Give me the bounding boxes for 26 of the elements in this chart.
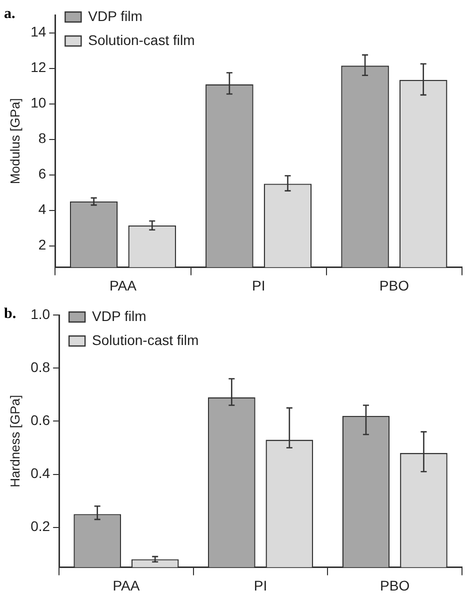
x-tick-label: PI (254, 577, 268, 594)
y-axis-title: Modulus [GPa] (7, 98, 22, 184)
y-tick-label: 4 (38, 201, 46, 218)
y-tick-label: 12 (30, 59, 46, 76)
y-axis-title: Hardness [GPa] (7, 394, 22, 488)
x-tick-label: PBO (380, 577, 410, 594)
chart-title: a. (4, 6, 16, 22)
legend-label: VDP film (88, 8, 142, 24)
y-tick-label: 0.6 (30, 412, 50, 428)
x-tick-label: PAA (112, 577, 140, 594)
y-tick-label: 10 (30, 94, 46, 111)
x-tick-label: PBO (379, 277, 410, 294)
y-tick-label: 8 (38, 130, 46, 146)
y-tick-label: 6 (38, 166, 46, 182)
legend-label: Solution-cast film (88, 32, 195, 48)
legend-label: VDP film (92, 308, 146, 324)
y-tick-label: 1.0 (30, 306, 50, 322)
x-tick-label: PAA (109, 277, 138, 294)
y-tick-label: 2 (38, 236, 46, 253)
chart-title: b. (4, 306, 16, 322)
legend-label: Solution-cast film (92, 332, 199, 348)
y-tick-label: 14 (30, 24, 46, 40)
y-tick-label: 0.4 (30, 465, 50, 482)
y-tick-label: 0.2 (30, 518, 50, 534)
x-tick-label: PI (252, 277, 266, 294)
y-tick-label: 0.8 (30, 358, 50, 375)
